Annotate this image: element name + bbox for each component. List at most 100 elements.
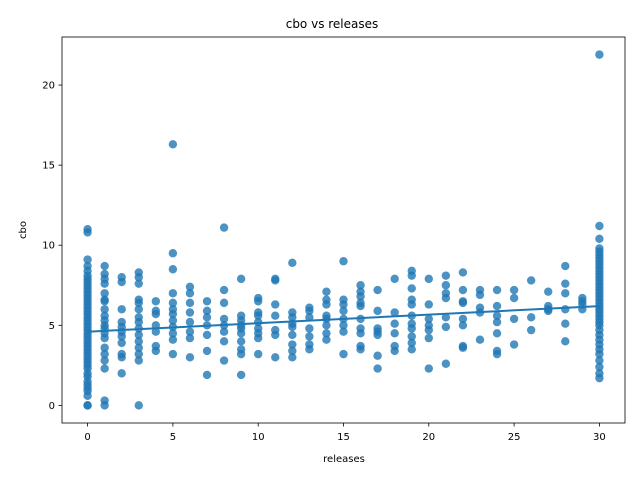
- data-point: [185, 353, 195, 362]
- data-point: [236, 337, 246, 346]
- data-point: [168, 316, 178, 325]
- data-point: [458, 268, 468, 277]
- data-point: [134, 268, 143, 277]
- data-point: [424, 364, 433, 373]
- data-point: [595, 221, 604, 231]
- data-point: [305, 332, 314, 341]
- data-point: [202, 346, 212, 356]
- data-point: [561, 305, 570, 314]
- data-point: [83, 225, 92, 234]
- data-point: [117, 369, 126, 378]
- data-point: [100, 364, 109, 373]
- data-point: [305, 303, 314, 312]
- data-point: [134, 356, 143, 365]
- data-point: [561, 261, 570, 271]
- data-point: [151, 297, 161, 306]
- data-point: [561, 337, 570, 346]
- data-point: [202, 306, 212, 316]
- data-point: [288, 330, 297, 340]
- data-point: [185, 327, 195, 336]
- data-point: [339, 257, 348, 266]
- data-point: [339, 295, 348, 304]
- data-point: [544, 287, 553, 296]
- data-point: [134, 313, 143, 322]
- data-point: [373, 306, 382, 316]
- data-point: [202, 313, 212, 322]
- data-point: [185, 333, 195, 343]
- points-layer: [83, 50, 604, 410]
- data-point: [595, 50, 604, 59]
- data-point: [219, 285, 229, 295]
- data-point: [322, 295, 331, 304]
- y-tick-label: 15: [42, 161, 55, 172]
- data-point: [254, 308, 263, 317]
- data-point: [322, 287, 331, 296]
- data-point: [236, 370, 246, 380]
- trend-line: [87, 305, 600, 333]
- data-point: [373, 351, 382, 360]
- data-point: [356, 341, 365, 351]
- data-point: [373, 364, 382, 373]
- data-point: [339, 306, 348, 316]
- data-point: [373, 285, 382, 295]
- data-point: [202, 297, 212, 306]
- data-point: [475, 285, 485, 295]
- data-point: [185, 298, 195, 308]
- data-point: [151, 341, 161, 351]
- data-point: [100, 295, 109, 304]
- data-point: [219, 356, 229, 365]
- data-point: [254, 293, 263, 303]
- data-point: [134, 279, 143, 288]
- data-point: [83, 255, 92, 264]
- data-point: [288, 258, 297, 268]
- data-point: [271, 300, 280, 309]
- data-point: [424, 314, 433, 324]
- data-point: [595, 234, 604, 244]
- data-point: [356, 324, 365, 333]
- data-point: [407, 345, 416, 354]
- data-point: [305, 340, 314, 349]
- data-point: [271, 353, 280, 362]
- y-tick-label: 20: [42, 81, 55, 92]
- data-point: [219, 223, 229, 232]
- y-tick-label: 5: [49, 321, 55, 332]
- data-point: [117, 338, 126, 348]
- data-point: [202, 330, 212, 340]
- data-point: [288, 353, 297, 362]
- data-point: [407, 338, 416, 348]
- data-point: [578, 293, 587, 303]
- axes-layer: [61, 36, 626, 424]
- y-axis-label: cbo: [18, 221, 29, 239]
- data-point: [271, 325, 280, 335]
- data-point: [356, 281, 365, 290]
- data-point: [526, 313, 536, 322]
- data-point: [595, 369, 604, 378]
- data-point: [407, 295, 416, 304]
- data-point: [100, 343, 109, 352]
- trendline-layer: [87, 305, 600, 333]
- data-point: [100, 269, 109, 279]
- data-point: [254, 324, 263, 333]
- data-point: [219, 327, 229, 336]
- data-point: [441, 281, 451, 290]
- data-point: [168, 305, 178, 314]
- data-point: [151, 327, 161, 336]
- data-point: [236, 311, 246, 320]
- data-point: [219, 298, 229, 308]
- data-point: [134, 305, 143, 314]
- data-point: [117, 317, 126, 327]
- data-point: [134, 343, 143, 352]
- data-point: [100, 305, 109, 314]
- data-point: [100, 396, 109, 405]
- data-point: [424, 300, 433, 309]
- x-axis-label: releases: [323, 454, 365, 465]
- data-point: [424, 333, 433, 343]
- data-point: [168, 329, 178, 338]
- data-point: [561, 289, 570, 298]
- data-point: [168, 265, 178, 274]
- data-point: [185, 317, 195, 327]
- data-point: [202, 370, 212, 380]
- data-point: [271, 311, 280, 320]
- data-point: [509, 293, 519, 303]
- x-tick-label: 25: [508, 432, 521, 443]
